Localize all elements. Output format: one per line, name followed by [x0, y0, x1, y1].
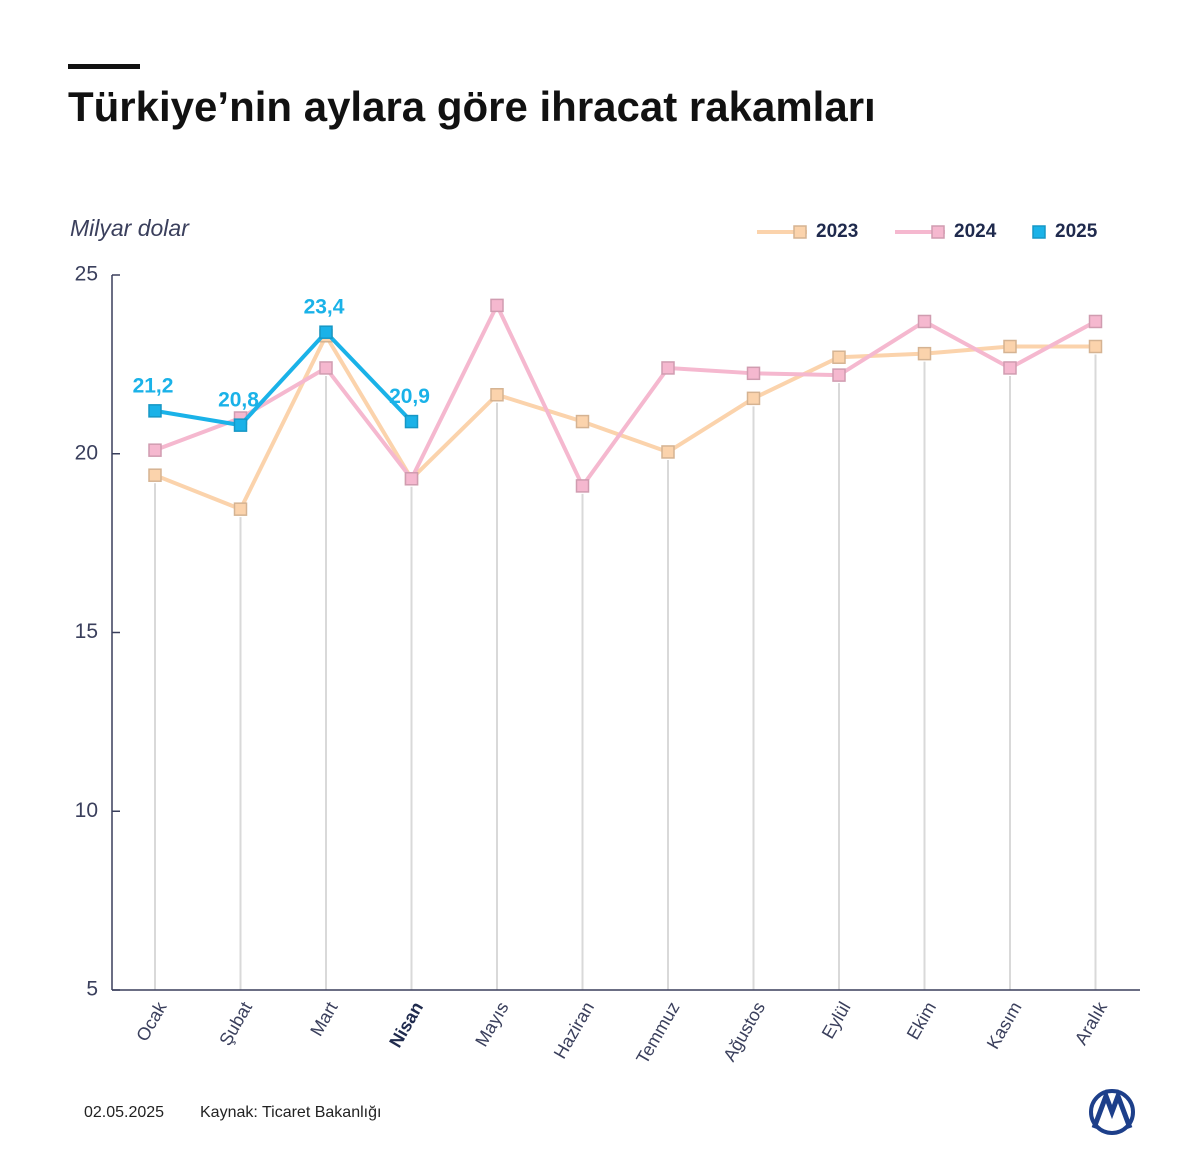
legend-swatch [931, 225, 945, 239]
point [490, 388, 504, 402]
point [661, 361, 675, 375]
point [917, 314, 932, 329]
point [490, 298, 504, 313]
y-tick-label: 15 [75, 620, 98, 643]
point [575, 479, 590, 493]
point [746, 391, 761, 406]
point [233, 502, 248, 516]
x-tick-label: Ocak [132, 998, 171, 1045]
x-tick-label: Şubat [215, 998, 256, 1049]
legend-swatch [1032, 225, 1046, 239]
series-line [154, 333, 1096, 512]
y-tick-label: 10 [75, 799, 98, 822]
x-tick-label: Eylül [818, 998, 855, 1042]
point [1003, 361, 1017, 375]
point [319, 325, 333, 339]
point [832, 350, 846, 364]
x-tick-label: Kasım [983, 998, 1026, 1052]
series-line [154, 303, 1097, 488]
x-tick-label: Ağustos [719, 998, 769, 1064]
x-tick-label: Nisan [385, 998, 427, 1050]
legend-label: 2025 [1055, 221, 1098, 242]
y-tick-label: 5 [86, 978, 98, 1001]
point [148, 443, 162, 457]
x-tick-label: Ekim [903, 998, 940, 1043]
point [1088, 339, 1103, 354]
x-tick-label: Mart [306, 998, 341, 1039]
y-axis-label: Milyar dolar [70, 215, 190, 241]
legend-label: 2024 [954, 221, 997, 242]
data-label: 23,4 [304, 296, 345, 319]
chart-title: Türkiye’nin aylara göre ihracat rakamlar… [68, 83, 876, 130]
y-tick-label: 25 [75, 263, 98, 286]
date: 02.05.2025 [84, 1104, 164, 1121]
point [233, 418, 248, 432]
x-tick-label: Haziran [550, 998, 598, 1062]
point [148, 468, 162, 482]
y-tick-label: 20 [75, 441, 98, 464]
x-tick-label: Temmuz [632, 998, 683, 1067]
series-line [154, 330, 413, 428]
data-label: 21,2 [133, 374, 174, 397]
point [746, 366, 761, 381]
legend-label: 2023 [816, 221, 858, 242]
point [1088, 314, 1103, 329]
point [832, 368, 846, 382]
source: Kaynak: Ticaret Bakanlığı [200, 1104, 381, 1121]
point [661, 445, 675, 459]
data-label: 20,8 [218, 389, 259, 412]
point [319, 361, 333, 375]
point [404, 414, 419, 429]
point [917, 346, 932, 361]
point [404, 472, 419, 486]
point [148, 404, 162, 418]
legend-swatch [793, 225, 807, 239]
data-label: 20,9 [389, 385, 430, 408]
title-bar [68, 64, 140, 69]
x-tick-label: Aralık [1071, 998, 1112, 1049]
x-tick-label: Mayıs [471, 998, 512, 1050]
point [575, 414, 590, 429]
logo [1089, 1088, 1135, 1135]
point [1003, 339, 1017, 354]
